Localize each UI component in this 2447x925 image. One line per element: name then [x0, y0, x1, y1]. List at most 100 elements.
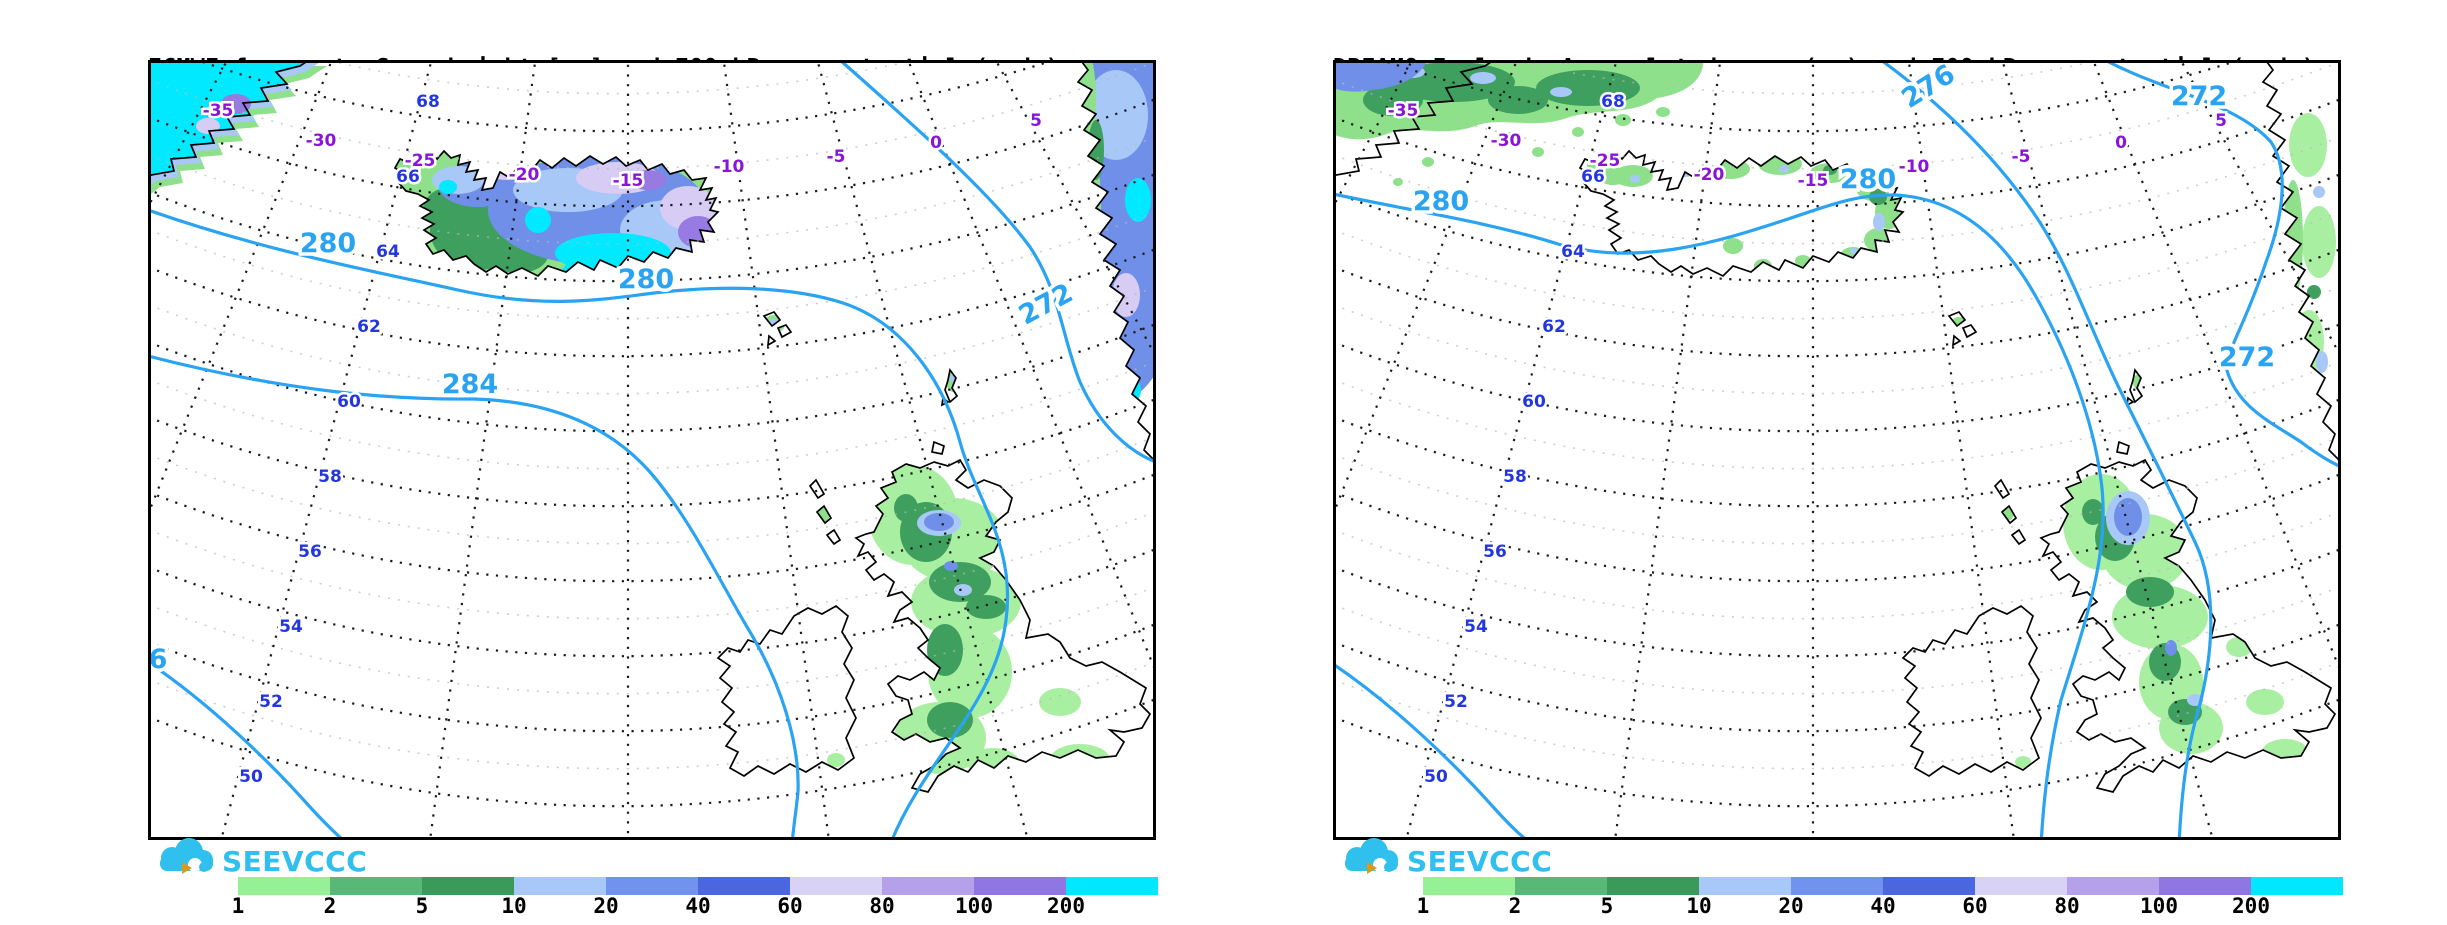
latitude-label: 62 — [357, 317, 381, 337]
latitude-label: 68 — [1601, 92, 1625, 112]
iceland-snow — [395, 151, 718, 276]
colorbar-tick-label: 200 — [2232, 894, 2270, 918]
britain-snow — [1903, 317, 2335, 792]
graticule-meridian — [722, 60, 831, 840]
colorbar-segment — [1791, 877, 1883, 895]
coastline — [1947, 310, 2144, 546]
snow-patch — [894, 494, 918, 522]
snow-patch — [1850, 248, 1858, 254]
colorbar-segment — [1423, 877, 1515, 895]
longitude-label: -35 — [203, 101, 234, 121]
snow-patch — [1500, 132, 1516, 144]
graticule-minor-parallel — [148, 135, 1156, 245]
snow-patch — [944, 561, 958, 571]
logo-arrow-icon — [182, 862, 192, 874]
colorbar-segment — [238, 877, 330, 895]
graticule — [1333, 60, 2341, 840]
snow-patch — [1333, 60, 1428, 92]
colorbar-segment — [1699, 877, 1791, 895]
colorbar-tick-label: 2 — [1508, 894, 1522, 918]
snow-patch — [2082, 499, 2104, 525]
snow-patch — [827, 753, 845, 767]
colorbar-tick-label: 80 — [869, 894, 895, 918]
snow-patch — [1125, 178, 1151, 222]
geopotential-label: 284 — [442, 369, 498, 400]
colorbar-tick-label: 100 — [2140, 894, 2178, 918]
graticule-minor-parallel — [1333, 360, 2341, 470]
colorbar-tick-label: 60 — [777, 894, 803, 918]
coastline — [1333, 60, 1496, 179]
colorbar-tick-label: 10 — [501, 894, 527, 918]
graticule-meridian — [219, 60, 433, 840]
longitude-label: -30 — [306, 131, 337, 151]
longitude-label: -25 — [405, 151, 436, 171]
graticule-minor-parallel — [148, 360, 1156, 470]
colorbar-tick-label: 60 — [1962, 894, 1988, 918]
snow-patch — [630, 170, 666, 190]
coastline — [716, 604, 857, 778]
colorbar-tick-label: 20 — [593, 894, 619, 918]
geopotential-label: 280 — [1840, 164, 1896, 195]
geopotential-contours — [148, 60, 1156, 840]
snow-patch — [1723, 238, 1743, 254]
longitude-label: 0 — [930, 133, 942, 153]
snow-patch — [1630, 175, 1640, 183]
latitude-label: 54 — [279, 617, 303, 637]
longitude-label: -20 — [1694, 165, 1725, 185]
snow-patch — [1615, 114, 1631, 126]
map-frame — [148, 60, 1156, 840]
colorbar-tick-label: 40 — [685, 894, 711, 918]
longitude-label: -10 — [1899, 157, 1930, 177]
snow-patch — [1656, 107, 1670, 117]
snow-patch — [221, 94, 251, 114]
logo-text: SEEVCCC — [222, 845, 367, 878]
snow-patch — [1873, 213, 1885, 231]
graticule-minor-parallel — [1333, 435, 2341, 545]
snow-patch — [2114, 498, 2142, 536]
geopotential-contour — [148, 354, 800, 840]
colorbar-segment — [1066, 877, 1158, 895]
snow-patch — [966, 595, 1006, 619]
latitude-label: 64 — [1561, 242, 1585, 262]
britain-snow — [718, 315, 1150, 792]
longitude-label: -10 — [714, 157, 745, 177]
cloud-detail — [1373, 858, 1387, 872]
cloud-detail — [188, 858, 202, 872]
colorbar-segment — [514, 877, 606, 895]
snow-patch — [1598, 167, 1628, 185]
graticule-meridian — [1907, 60, 2016, 840]
geopotential-contour — [1333, 662, 1530, 840]
snow-patch — [2246, 689, 2284, 715]
geopotential-label: 280 — [1413, 186, 1469, 217]
coastline — [1578, 149, 1905, 278]
colorbar-segment — [882, 877, 974, 895]
latitude-label: 50 — [1424, 767, 1448, 787]
graticule-minor-parallel — [1333, 585, 2341, 695]
longitude-label: -30 — [1491, 131, 1522, 151]
graticule-meridian — [816, 60, 1030, 840]
longitude-label: -5 — [827, 147, 846, 167]
latitude-label: 66 — [1581, 167, 1605, 187]
snow-colorbar — [238, 877, 1158, 895]
colorbar-segment — [1515, 877, 1607, 895]
snow-patch — [927, 624, 963, 676]
geopotential-contours — [1333, 60, 2341, 840]
longitude-label: -20 — [509, 165, 540, 185]
latitude-label: 56 — [1483, 542, 1507, 562]
latitude-label: 64 — [376, 242, 400, 262]
snow-patch — [2307, 285, 2321, 299]
coastline — [393, 149, 720, 278]
latitude-label: 62 — [1542, 317, 1566, 337]
geopotential-label: 280 — [300, 228, 356, 259]
colorbar-tick-label: 20 — [1778, 894, 1804, 918]
snow-patch — [929, 562, 991, 602]
colorbar-tick-label: 100 — [955, 894, 993, 918]
weather-map-ECMWF: 280280284272668666462605856545250-35-30-… — [148, 60, 1156, 840]
longitude-label: -25 — [1590, 151, 1621, 171]
geopotential-contour — [838, 60, 1156, 464]
colorbar-segment — [698, 877, 790, 895]
colorbar-tick-label: 2 — [323, 894, 337, 918]
longitude-label: 5 — [1030, 111, 1042, 131]
snow-patch — [2126, 577, 2174, 607]
